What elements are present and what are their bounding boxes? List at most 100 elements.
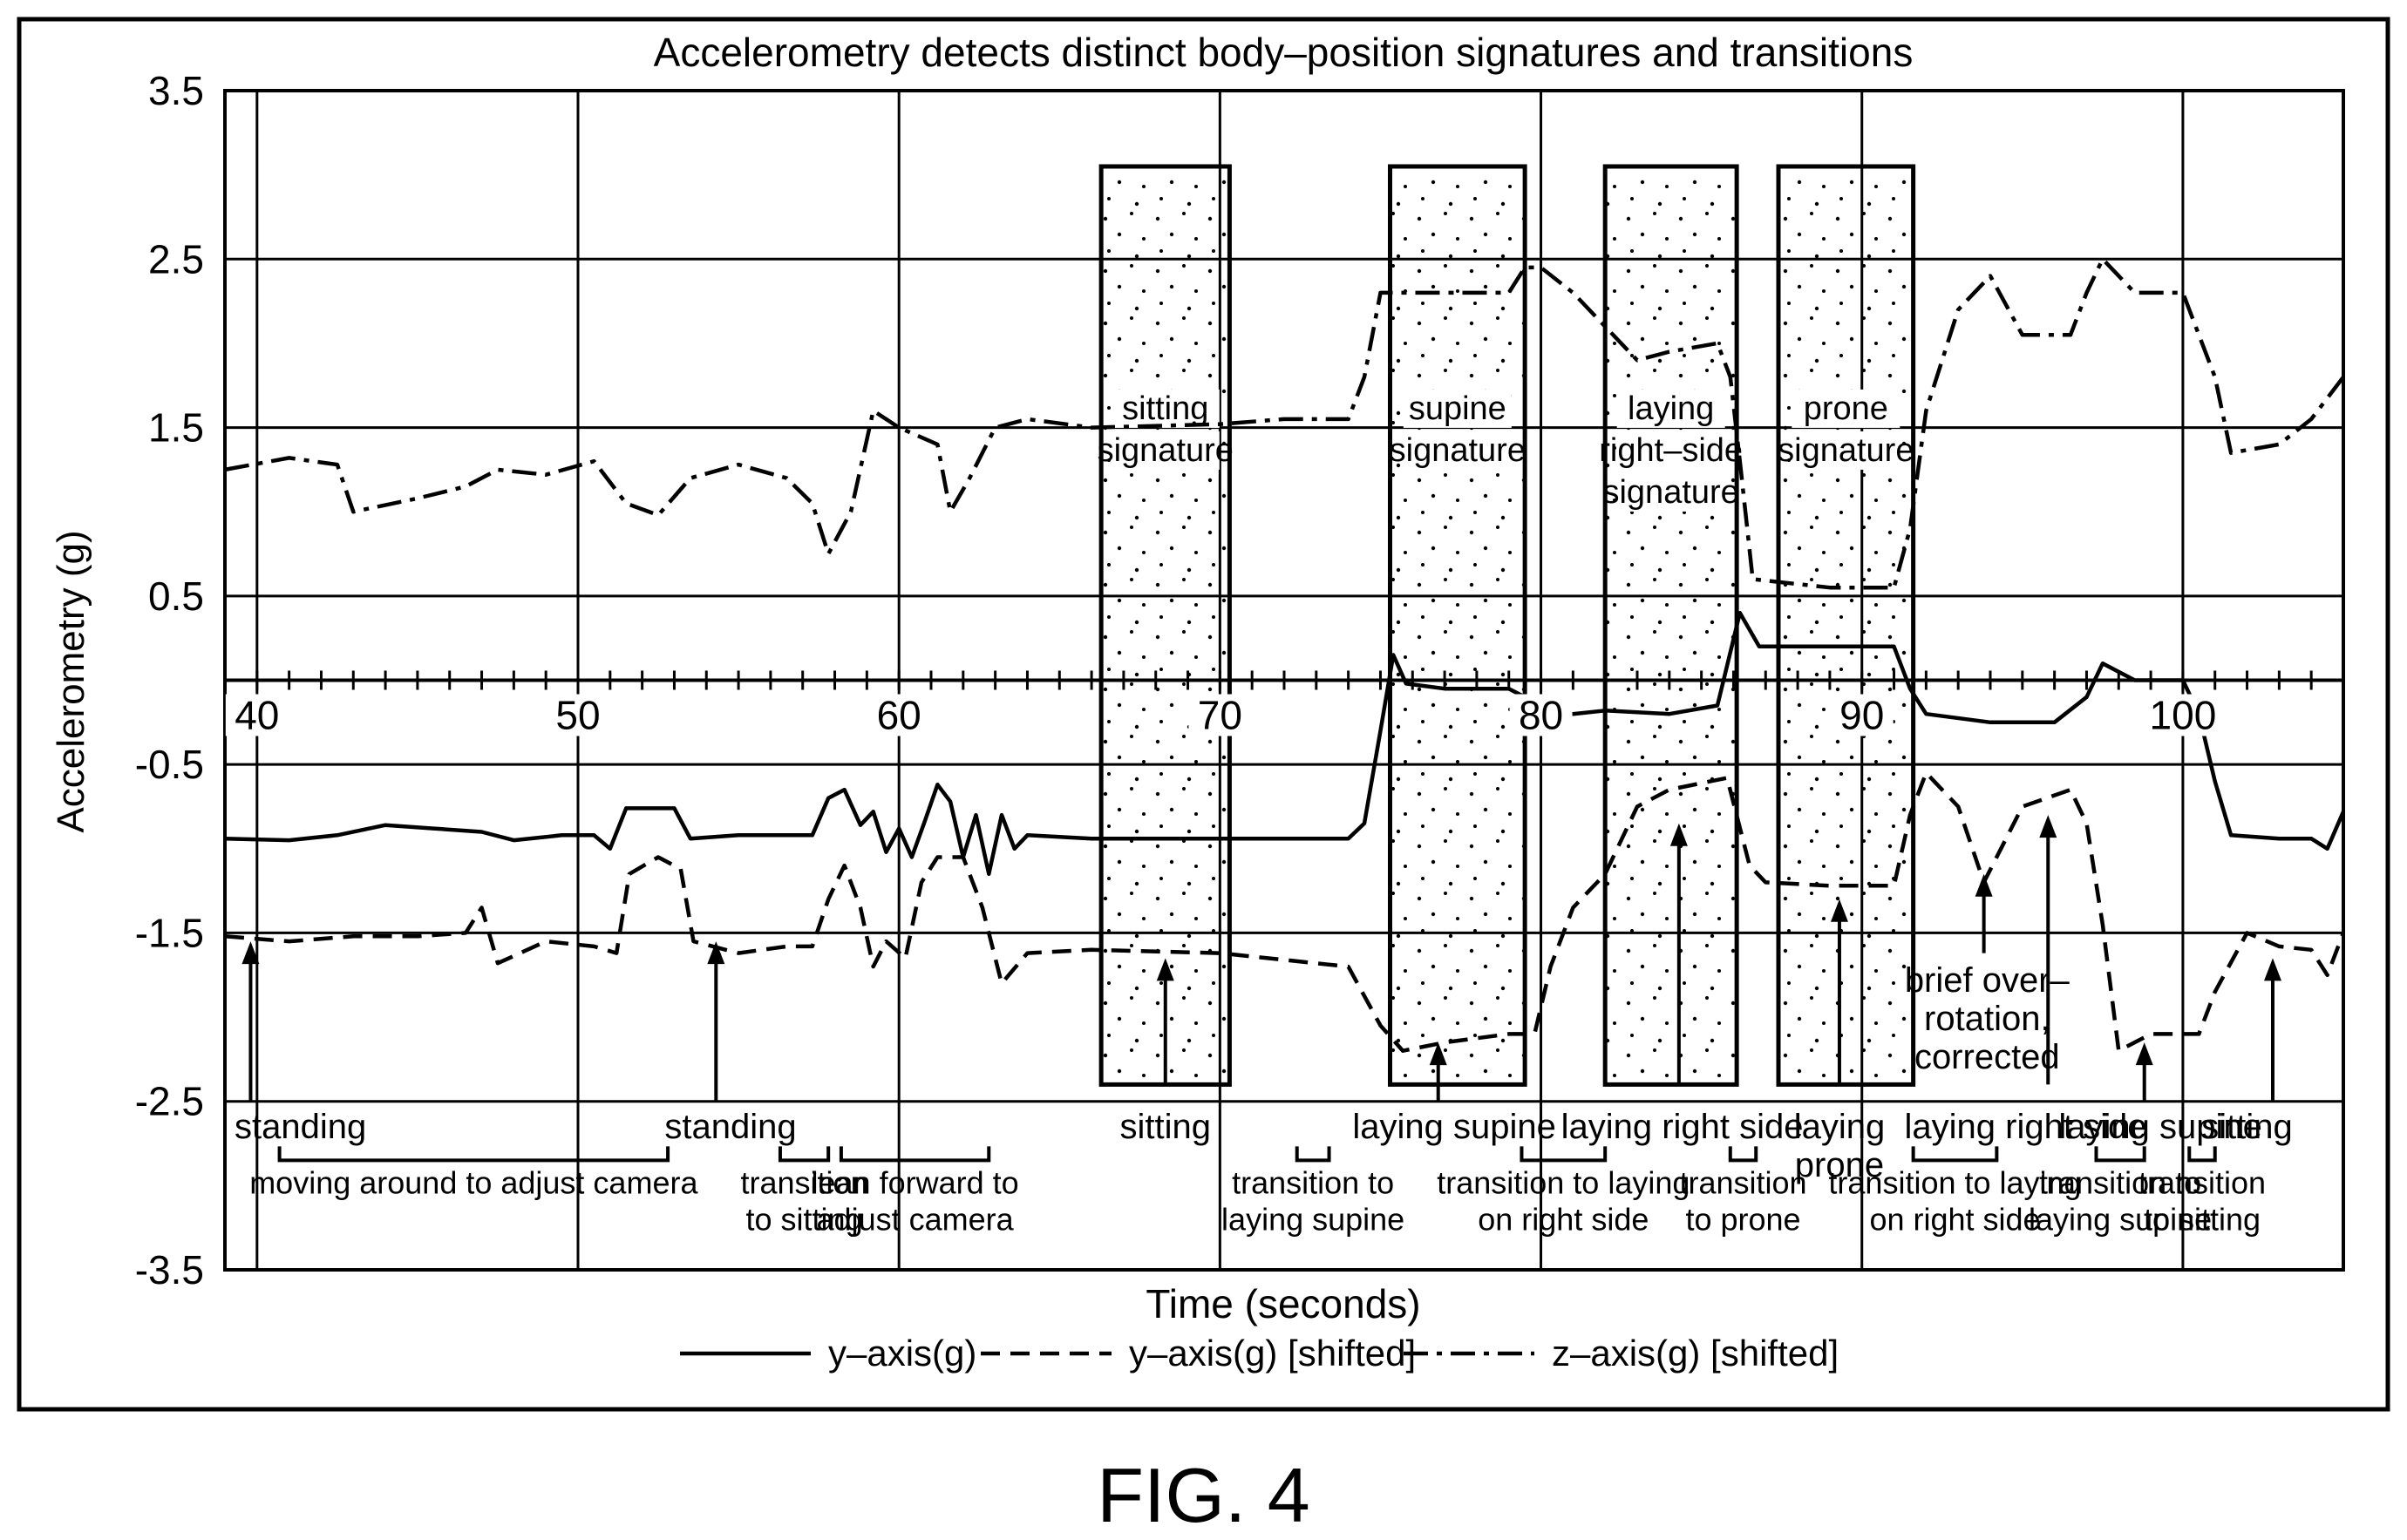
signature-label-backdrop bbox=[1616, 389, 1725, 428]
y-tick-label: -0.5 bbox=[135, 742, 204, 787]
transition-label: on right side bbox=[1478, 1201, 1649, 1237]
transition-label: to sitting bbox=[2144, 1201, 2261, 1237]
annotations: standing standing sitting laying supine layi… bbox=[235, 815, 2293, 1237]
signature-label: supine bbox=[1409, 390, 1506, 427]
series-line-dashed bbox=[224, 770, 2346, 1053]
y-tick-label: 1.5 bbox=[148, 405, 204, 451]
data-series bbox=[224, 257, 2346, 1053]
arrow-head bbox=[2039, 815, 2057, 838]
y-tick-label: -3.5 bbox=[135, 1247, 204, 1292]
arrow-head bbox=[1156, 958, 1174, 981]
x-tick-label: 80 bbox=[1519, 693, 1563, 738]
series-line-solid bbox=[224, 610, 2346, 877]
transition-bracket bbox=[778, 1146, 831, 1163]
position-label: laying supine bbox=[2058, 1108, 2262, 1146]
transition-bracket bbox=[1520, 1146, 1608, 1163]
signature-label-backdrop bbox=[1111, 431, 1220, 470]
y-tick-label: 3.5 bbox=[148, 68, 204, 113]
transition-label: transition to laying bbox=[1437, 1164, 1690, 1200]
y-axis-label: Accelerometry (g) bbox=[50, 530, 92, 832]
signature-box bbox=[1776, 164, 1916, 1087]
position-label: sitting bbox=[2201, 1108, 2293, 1146]
signature-label: signature bbox=[1390, 432, 1526, 469]
y-tick-label: -1.5 bbox=[135, 910, 204, 955]
transition-bracket bbox=[2094, 1146, 2146, 1163]
signature-label: signature bbox=[1602, 474, 1738, 511]
transition-label: transition bbox=[1679, 1164, 1806, 1200]
x-tick-label: 100 bbox=[2150, 693, 2217, 738]
transition-label: laying supine bbox=[2029, 1201, 2212, 1237]
x-tick-backdrop bbox=[547, 694, 609, 736]
position-label: standing bbox=[664, 1108, 796, 1146]
transition-label: transition to bbox=[2039, 1164, 2201, 1200]
figure-label: FIG. 4 bbox=[1097, 1452, 1310, 1538]
y-tick-label: 0.5 bbox=[148, 573, 204, 619]
arrow-head bbox=[1429, 1042, 1447, 1066]
transition-label: transition to laying bbox=[1828, 1164, 2081, 1200]
signature-label-backdrop bbox=[1616, 472, 1725, 512]
legend-label: y–axis(g) [shifted] bbox=[1129, 1333, 1416, 1374]
position-label: laying supine bbox=[1352, 1108, 1556, 1146]
signature-label: signature bbox=[1098, 432, 1234, 469]
x-tick-label: 50 bbox=[555, 693, 600, 738]
transition-label: laying supine bbox=[1221, 1201, 1404, 1237]
x-tick-backdrop bbox=[867, 694, 931, 736]
arrow-head bbox=[2264, 958, 2281, 981]
transition-bracket bbox=[1911, 1146, 1999, 1163]
signature-label: laying bbox=[1628, 390, 1714, 427]
legend-label: y–axis(g) bbox=[828, 1333, 976, 1374]
arrow-head bbox=[1975, 873, 1993, 897]
position-label: brief over– bbox=[1905, 961, 2070, 1000]
arrow-head bbox=[1669, 823, 1688, 846]
signature-label-backdrop bbox=[1616, 431, 1725, 470]
arrow-head bbox=[707, 941, 725, 965]
x-tick-backdrop bbox=[1509, 694, 1573, 736]
signature-label: signature bbox=[1778, 432, 1914, 469]
transition-bracket bbox=[1728, 1146, 1758, 1163]
transition-label: to sitting bbox=[746, 1201, 863, 1237]
transition-label: to prone bbox=[1685, 1201, 1800, 1237]
legend-label: z–axis(g) [shifted] bbox=[1552, 1333, 1839, 1374]
arrow-head bbox=[1830, 899, 1848, 922]
series-line-dashdot bbox=[224, 257, 2345, 590]
x-tick-label: 70 bbox=[1198, 693, 1242, 738]
x-tick-backdrop bbox=[225, 694, 289, 736]
transition-label: adjust camera bbox=[817, 1201, 1015, 1237]
x-tick-label: 40 bbox=[235, 693, 279, 738]
transition-bracket bbox=[2187, 1146, 2217, 1163]
signature-box bbox=[1602, 164, 1739, 1087]
x-tick-backdrop bbox=[1830, 694, 1894, 736]
position-label: prone bbox=[1795, 1146, 1884, 1184]
transition-label: transition to bbox=[1232, 1164, 1394, 1200]
transition-label: on right side bbox=[1869, 1201, 2040, 1237]
position-label: sitting bbox=[1120, 1108, 1212, 1146]
signature-label: sitting bbox=[1122, 390, 1208, 427]
position-label: laying right side bbox=[1905, 1108, 2147, 1146]
x-tick-backdrop bbox=[1188, 694, 1252, 736]
transition-label: moving around to adjust camera bbox=[249, 1164, 698, 1200]
legend: y–axis(g) y–axis(g) [shifted] z–axis(g) [s… bbox=[680, 1333, 1839, 1374]
signature-box bbox=[1098, 164, 1232, 1087]
transition-label: transition bbox=[2138, 1164, 2266, 1200]
signature-boxes: sitting signature supine signature laying rig… bbox=[1098, 164, 1916, 1087]
transition-bracket bbox=[277, 1146, 670, 1163]
transition-label: lean forward to bbox=[812, 1164, 1019, 1200]
signature-label-backdrop bbox=[1792, 389, 1900, 428]
x-tick-backdrop bbox=[2151, 694, 2214, 736]
position-label: laying right side bbox=[1561, 1108, 1804, 1146]
figure-border bbox=[17, 17, 2390, 1412]
position-label: corrected bbox=[1914, 1038, 2060, 1076]
y-tick-label: 2.5 bbox=[148, 236, 204, 282]
signature-label-backdrop bbox=[1403, 389, 1512, 428]
x-tick-label: 90 bbox=[1839, 693, 1884, 738]
position-label: rotation, bbox=[1924, 1000, 2050, 1038]
transition-bracket bbox=[1295, 1146, 1331, 1163]
y-tick-label: -2.5 bbox=[135, 1079, 204, 1124]
transition-bracket bbox=[839, 1146, 991, 1163]
x-tick-label: 60 bbox=[877, 693, 921, 738]
signature-label: right–side bbox=[1599, 432, 1743, 469]
arrow-head bbox=[2135, 1042, 2153, 1066]
signature-label: prone bbox=[1804, 390, 1888, 427]
chart-title: Accelerometry detects distinct body–posi… bbox=[654, 30, 1914, 75]
